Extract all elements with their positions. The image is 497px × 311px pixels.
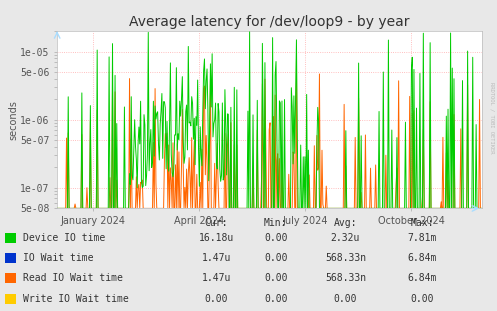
Text: 2.32u: 2.32u xyxy=(331,233,360,243)
Text: 1.47u: 1.47u xyxy=(201,273,231,283)
Title: Average latency for /dev/loop9 - by year: Average latency for /dev/loop9 - by year xyxy=(129,15,410,29)
Text: 0.00: 0.00 xyxy=(264,273,288,283)
Text: RRDTOOL / TOBI OETIKER: RRDTOOL / TOBI OETIKER xyxy=(490,82,495,154)
Text: 0.00: 0.00 xyxy=(264,233,288,243)
Text: 16.18u: 16.18u xyxy=(199,233,234,243)
Text: 6.84m: 6.84m xyxy=(408,253,437,263)
Text: 7.81m: 7.81m xyxy=(408,233,437,243)
Text: Device IO time: Device IO time xyxy=(23,233,105,243)
Text: 0.00: 0.00 xyxy=(204,294,228,304)
Text: 568.33n: 568.33n xyxy=(325,273,366,283)
Text: Max:: Max: xyxy=(411,218,434,228)
Text: 0.00: 0.00 xyxy=(264,253,288,263)
Text: Cur:: Cur: xyxy=(204,218,228,228)
Text: 6.84m: 6.84m xyxy=(408,273,437,283)
Text: 1.47u: 1.47u xyxy=(201,253,231,263)
Text: 0.00: 0.00 xyxy=(264,294,288,304)
Text: Min:: Min: xyxy=(264,218,288,228)
Text: 568.33n: 568.33n xyxy=(325,253,366,263)
Text: 0.00: 0.00 xyxy=(333,294,357,304)
Text: Read IO Wait time: Read IO Wait time xyxy=(23,273,123,283)
Text: IO Wait time: IO Wait time xyxy=(23,253,94,263)
Y-axis label: seconds: seconds xyxy=(9,100,19,140)
Text: Write IO Wait time: Write IO Wait time xyxy=(23,294,129,304)
Text: 0.00: 0.00 xyxy=(411,294,434,304)
Text: Avg:: Avg: xyxy=(333,218,357,228)
